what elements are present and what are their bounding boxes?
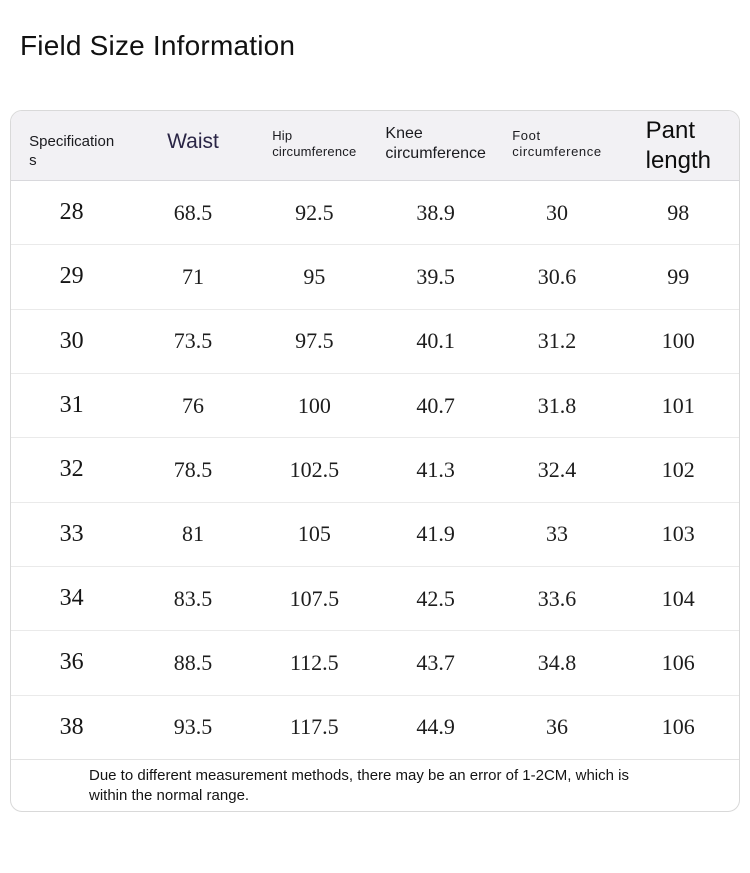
size-table: Specification s Waist Hip circumference … [10,110,740,812]
table-cell: 33.6 [537,585,577,611]
table-cell: 71 [181,263,204,289]
table-cell: 98 [667,199,690,225]
header-label-waist: Waist [167,129,219,153]
table-cell: 83.5 [173,585,213,611]
table-cell: 28 [59,199,84,226]
table-cell: 36 [545,714,568,740]
table-cell: 104 [661,585,695,611]
header-cell-hip-circumference: Hip circumference [254,111,375,180]
table-cell: 31 [59,392,84,419]
table-cell: 42.5 [416,585,455,611]
table-cell: 43.7 [416,649,455,675]
table-cell: 106 [661,649,695,675]
header-cell-waist: Waist [132,111,253,180]
table-cell: 30 [545,199,568,225]
table-row: 38 93.5 117.5 44.9 36 106 [11,696,739,759]
table-cell: 36 [59,649,84,676]
table-cell: 105 [297,521,331,547]
table-cell: 112.5 [289,649,339,675]
table-cell: 32.4 [537,456,577,482]
table-cell: 40.1 [416,328,455,354]
table-cell: 38.9 [416,199,455,225]
header-cell-foot-circumference: Foot circumference [496,111,617,180]
table-cell: 31.2 [537,328,577,354]
table-cell: 102.5 [289,456,340,482]
table-cell: 32 [59,456,84,483]
table-cell: 78.5 [173,456,213,482]
header-cell-specifications: Specification s [11,111,132,180]
table-cell: 33 [59,520,84,547]
table-cell: 117.5 [289,714,339,740]
table-cell: 30.6 [537,263,577,289]
table-cell: 44.9 [416,714,455,740]
table-cell: 88.5 [173,649,213,675]
header-label-foot-circumference: Foot circumference [512,127,602,159]
table-cell: 76 [181,392,204,418]
table-cell: 100 [297,392,331,418]
table-cell: 41.3 [416,456,455,482]
table-cell: 106 [661,714,695,740]
table-cell: 107.5 [289,585,340,611]
table-cell: 31.8 [537,392,577,418]
table-cell: 95 [303,263,326,289]
table-row: 31 76 100 40.7 31.8 101 [11,374,739,439]
table-cell: 102 [661,456,695,482]
header-label-pant-length: Pant length [645,117,711,174]
table-cell: 39.5 [416,263,455,289]
table-cell: 29 [59,263,84,290]
table-note: Due to different measurement methods, th… [11,759,739,811]
header-cell-pant-length: Pant length [618,111,739,180]
table-row: 32 78.5 102.5 41.3 32.4 102 [11,438,739,503]
table-cell: 34.8 [537,649,577,675]
table-cell: 97.5 [295,328,334,354]
page-title: Field Size Information [20,30,296,61]
table-cell: 93.5 [173,714,213,740]
table-row: 28 68.5 92.5 38.9 30 98 [11,181,739,246]
table-cell: 38 [59,713,84,740]
table-cell: 34 [59,585,84,612]
table-cell: 73.5 [173,328,213,354]
table-cell: 100 [661,328,695,354]
table-cell: 68.5 [173,199,213,225]
header-label-knee-circumference: Knee circumference [385,124,486,162]
table-header-row: Specification s Waist Hip circumference … [11,111,739,181]
table-cell: 33 [545,521,568,547]
table-cell: 103 [661,521,695,547]
table-cell: 30 [59,327,84,354]
table-row: 34 83.5 107.5 42.5 33.6 104 [11,567,739,632]
table-cell: 81 [181,521,204,547]
header-cell-knee-circumference: Knee circumference [375,111,496,180]
table-cell: 40.7 [416,392,455,418]
table-cell: 92.5 [295,199,334,225]
table-row: 33 81 105 41.9 33 103 [11,503,739,567]
table-note-text: Due to different measurement methods, th… [89,766,629,804]
table-row: 30 73.5 97.5 40.1 31.2 100 [11,310,739,374]
table-body: 28 68.5 92.5 38.9 30 98 29 71 95 39.5 30.6 99 30 73.5… [11,181,739,759]
table-cell: 99 [667,263,690,289]
table-row: 29 71 95 39.5 30.6 99 [11,245,739,310]
table-cell: 41.9 [416,521,455,547]
table-cell: 101 [661,392,695,418]
header-label-hip-circumference: Hip circumference [272,127,357,159]
header-label-specifications: Specification s [29,133,115,169]
table-row: 36 88.5 112.5 43.7 34.8 106 [11,631,739,696]
